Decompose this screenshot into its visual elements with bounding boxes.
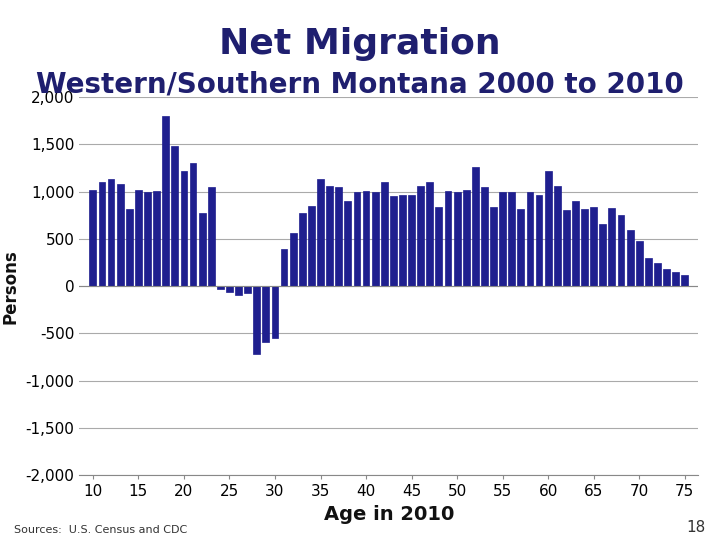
Bar (454, 192, 461, 286)
Bar (126, 209, 132, 286)
Text: 18: 18 (686, 519, 706, 535)
Bar (271, 286, 279, 338)
Bar (399, 194, 406, 286)
Bar (618, 215, 624, 286)
Bar (317, 179, 324, 286)
Bar (189, 164, 197, 286)
X-axis label: Age in 2010: Age in 2010 (323, 505, 454, 524)
Bar (463, 190, 469, 286)
Bar (108, 179, 114, 286)
Bar (418, 186, 424, 286)
Bar (526, 192, 534, 286)
Bar (608, 208, 616, 286)
Bar (354, 192, 360, 286)
Bar (444, 191, 451, 286)
Bar (344, 201, 351, 286)
Bar (181, 171, 187, 286)
Bar (663, 269, 670, 286)
Bar (581, 209, 588, 286)
Bar (654, 262, 661, 286)
Bar (326, 186, 333, 286)
Bar (89, 190, 96, 286)
Bar (554, 186, 561, 286)
Bar (244, 286, 251, 293)
Bar (217, 286, 224, 289)
Y-axis label: Persons: Persons (2, 249, 20, 323)
Bar (153, 191, 160, 286)
Bar (536, 195, 542, 286)
Bar (636, 241, 643, 286)
Bar (299, 213, 306, 286)
Bar (144, 192, 151, 286)
Bar (308, 206, 315, 286)
Bar (572, 201, 579, 286)
Bar (626, 230, 634, 286)
Bar (135, 190, 142, 286)
Bar (199, 213, 205, 286)
Bar (363, 191, 369, 286)
Bar (99, 183, 105, 286)
Text: Net Migration: Net Migration (219, 27, 501, 61)
Bar (490, 207, 497, 286)
Bar (518, 209, 524, 286)
Bar (508, 192, 515, 286)
Bar (426, 183, 433, 286)
Bar (263, 286, 269, 342)
Bar (408, 195, 415, 286)
Bar (281, 249, 287, 286)
Bar (253, 286, 260, 354)
Bar (563, 210, 570, 286)
Bar (599, 224, 606, 286)
Bar (289, 233, 297, 286)
Text: Western/Southern Montana 2000 to 2010: Western/Southern Montana 2000 to 2010 (36, 70, 684, 98)
Bar (645, 258, 652, 286)
Bar (162, 116, 169, 286)
Bar (390, 197, 397, 286)
Bar (472, 167, 479, 286)
Bar (381, 183, 387, 286)
Bar (481, 187, 488, 286)
Bar (590, 207, 597, 286)
Bar (672, 272, 679, 286)
Bar (336, 187, 342, 286)
Bar (171, 146, 179, 286)
Bar (208, 187, 215, 286)
Bar (545, 171, 552, 286)
Bar (235, 286, 242, 295)
Bar (117, 184, 124, 286)
Bar (372, 192, 379, 286)
Text: Sources:  U.S. Census and CDC: Sources: U.S. Census and CDC (14, 524, 188, 535)
Bar (499, 192, 506, 286)
Bar (436, 207, 442, 286)
Bar (681, 275, 688, 286)
Bar (226, 286, 233, 292)
